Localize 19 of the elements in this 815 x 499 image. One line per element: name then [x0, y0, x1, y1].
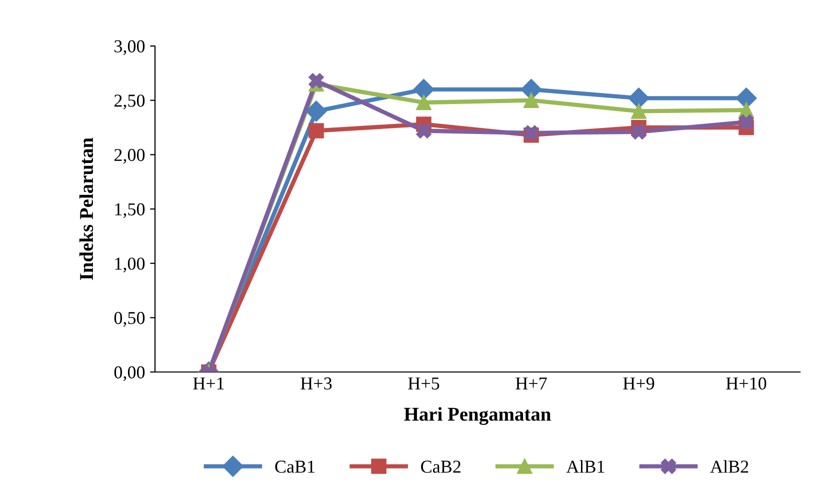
y-tick-label: 1,50 [115, 203, 145, 218]
legend-label: AlB1 [566, 460, 604, 473]
x-tick-label: H+10 [726, 377, 766, 390]
y-tick-label: 0,00 [114, 366, 145, 382]
legend-label: AlB2 [710, 460, 748, 473]
x-tick-label: H+5 [408, 378, 440, 390]
x-tick-label: H+9 [623, 377, 654, 390]
x-tick-label: H+1 [193, 377, 224, 390]
legend-label: CaB1 [275, 460, 315, 473]
y-tick-label: 2,00 [114, 148, 145, 164]
legend-label: CaB2 [421, 460, 460, 473]
x-tick-label: H+7 [516, 378, 547, 390]
x-axis-title: Hari Pengamatan [404, 407, 551, 425]
x-tick-label: H+3 [300, 377, 332, 390]
y-tick-label: 2,50 [114, 94, 145, 110]
y-tick-label: 3,00 [114, 40, 145, 56]
y-tick-label: 0,50 [114, 312, 145, 327]
y-axis-title: Indeks Pelarutan [79, 138, 94, 280]
y-tick-label: 1,00 [115, 258, 145, 272]
